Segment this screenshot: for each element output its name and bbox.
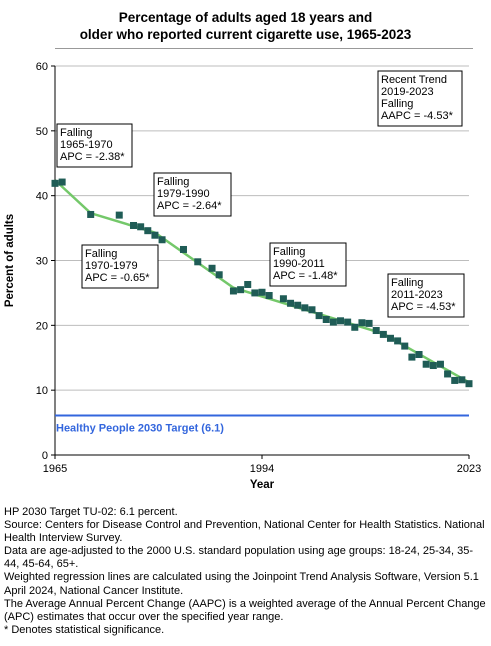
- data-point: [294, 301, 302, 309]
- annotation-box: [81, 244, 159, 289]
- y-tick-label: 60: [36, 61, 48, 73]
- data-point: [87, 210, 95, 218]
- data-point: [451, 376, 459, 384]
- note-regression: Weighted regression lines are calculated…: [4, 571, 479, 597]
- data-point: [301, 304, 309, 312]
- data-point: [308, 306, 316, 314]
- data-point: [144, 227, 152, 235]
- annotation-text: APC = -2.64*: [157, 200, 222, 212]
- chart-title-line-1: Percentage of adults aged 18 years and: [118, 10, 373, 25]
- annotation-box: [269, 242, 347, 287]
- y-axis-label: Percent of adults: [4, 214, 16, 307]
- data-point: [415, 351, 423, 359]
- y-tick-label: 10: [36, 385, 48, 397]
- annotation-text: 1979-1990: [157, 188, 210, 200]
- annotation-box: [387, 273, 465, 318]
- chart-title: Percentage of adults aged 18 years and o…: [0, 9, 491, 43]
- y-tick-label: 30: [36, 256, 48, 268]
- annotation-text: Falling: [85, 248, 117, 260]
- note-source: Source: Centers for Disease Control and …: [4, 519, 485, 545]
- data-point: [265, 292, 273, 300]
- data-point: [208, 264, 216, 272]
- data-point: [429, 362, 437, 370]
- annotation-box: [377, 70, 463, 127]
- note-target: HP 2030 Target TU-02: 6.1 percent.: [4, 506, 178, 518]
- annotation-text: 2011-2023: [391, 289, 443, 301]
- data-point: [337, 317, 345, 325]
- data-point: [394, 337, 402, 345]
- y-tick-label: 20: [36, 320, 48, 332]
- data-point: [279, 295, 287, 303]
- note-aapc: The Average Annual Percent Change (AAPC)…: [4, 597, 486, 623]
- annotation-text: AAPC = -4.53*: [381, 110, 454, 122]
- data-point: [329, 318, 337, 326]
- annotation-text: 1990-2011: [273, 258, 325, 270]
- data-point: [130, 221, 138, 229]
- x-tick-label: 1994: [250, 463, 274, 475]
- data-point: [401, 342, 409, 350]
- annotation-text: Falling: [381, 98, 413, 110]
- data-point: [215, 271, 223, 279]
- data-point: [194, 258, 202, 266]
- annotation-text: Falling: [273, 246, 305, 258]
- data-point: [244, 280, 252, 288]
- x-axis-label: Year: [250, 479, 275, 491]
- data-point: [458, 376, 466, 384]
- data-point: [58, 178, 66, 186]
- data-point: [444, 370, 452, 378]
- x-tick-label: 2023: [457, 463, 481, 475]
- data-point: [465, 380, 473, 388]
- data-point: [408, 353, 416, 361]
- title-divider: [55, 48, 473, 49]
- data-point: [315, 312, 323, 320]
- data-point: [258, 288, 266, 296]
- x-tick-label: 1965: [43, 463, 67, 475]
- data-point: [229, 287, 237, 295]
- annotation-text: 2019-2023: [381, 86, 434, 98]
- annotation-text: Recent Trend: [381, 74, 447, 86]
- data-point: [151, 231, 159, 239]
- note-significance: * Denotes statistical significance.: [4, 623, 165, 636]
- annotation-text: 1965-1970: [60, 139, 113, 151]
- data-point: [422, 360, 430, 368]
- y-tick-label: 40: [36, 191, 48, 203]
- data-point: [51, 179, 59, 187]
- data-point: [322, 315, 330, 323]
- annotation-text: Falling: [391, 277, 423, 289]
- data-point: [436, 360, 444, 368]
- data-point: [351, 323, 359, 331]
- annotation-text: Falling: [60, 127, 92, 139]
- annotation-text: APC = -0.65*: [85, 272, 150, 284]
- data-point: [344, 318, 352, 326]
- data-point: [365, 319, 373, 327]
- annotation-box: [56, 123, 133, 168]
- annotation-text: Falling: [157, 176, 189, 188]
- data-point: [379, 330, 387, 338]
- data-point: [137, 223, 145, 231]
- annotation-text: APC = -1.48*: [273, 270, 338, 282]
- y-tick-label: 50: [36, 126, 48, 138]
- annotation-text: APC = -2.38*: [60, 151, 125, 163]
- annotation-text: APC = -4.53*: [391, 301, 456, 313]
- data-point: [358, 319, 366, 327]
- annotation-box: [153, 172, 232, 217]
- data-point: [372, 327, 380, 335]
- annotation-text: 1970-1979: [85, 260, 138, 272]
- target-label: Healthy People 2030 Target (6.1): [56, 422, 224, 434]
- chart-plot-area: 0 10 20 30 40 50 60 1965 1994 2023 Year Percent of …: [4, 61, 481, 491]
- chart-title-line-2: older who reported current cigarette use…: [79, 27, 412, 42]
- note-age-adjust: Data are age-adjusted to the 2000 U.S. s…: [4, 545, 474, 571]
- data-point: [158, 236, 166, 244]
- data-point: [115, 211, 123, 219]
- data-point: [237, 286, 245, 294]
- data-point: [287, 299, 295, 307]
- y-tick-label: 0: [42, 450, 48, 462]
- data-point: [251, 289, 259, 297]
- data-point: [179, 245, 187, 253]
- data-point: [386, 334, 394, 342]
- chart-notes: HP 2030 Target TU-02: 6.1 percent. Sourc…: [4, 506, 488, 637]
